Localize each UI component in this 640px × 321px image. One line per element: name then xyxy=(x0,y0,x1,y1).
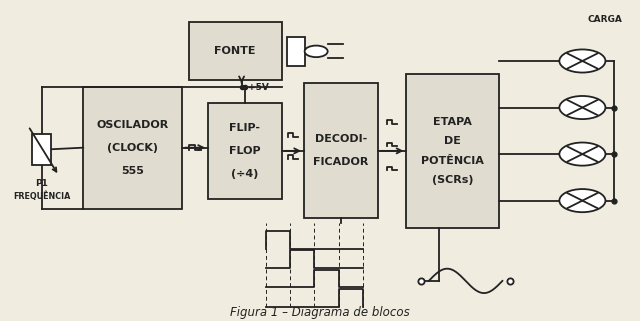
Bar xyxy=(406,74,499,228)
Circle shape xyxy=(305,46,328,57)
Circle shape xyxy=(559,143,605,166)
Text: FICADOR: FICADOR xyxy=(313,157,369,168)
Bar xyxy=(304,83,378,218)
Circle shape xyxy=(559,49,605,73)
Text: POTÊNCIA: POTÊNCIA xyxy=(421,155,484,166)
Text: 555: 555 xyxy=(122,166,144,176)
Text: DE: DE xyxy=(444,136,461,146)
Text: FLIP-: FLIP- xyxy=(229,123,260,133)
Bar xyxy=(208,103,282,199)
Text: OSCILADOR: OSCILADOR xyxy=(97,119,169,130)
Bar xyxy=(287,37,305,66)
Text: (CLOCK): (CLOCK) xyxy=(108,143,158,153)
Bar xyxy=(83,87,182,209)
Text: FONTE: FONTE xyxy=(214,46,256,56)
Text: CARGA: CARGA xyxy=(588,15,622,24)
Bar xyxy=(189,22,282,80)
Text: ETAPA: ETAPA xyxy=(433,117,472,127)
Text: (÷4): (÷4) xyxy=(231,169,259,179)
Text: Figura 1 – Diagrama de blocos: Figura 1 – Diagrama de blocos xyxy=(230,307,410,319)
Text: +5V: +5V xyxy=(248,83,269,92)
Text: DECODI-: DECODI- xyxy=(315,134,367,144)
Text: P1: P1 xyxy=(35,179,48,188)
Text: FLOP: FLOP xyxy=(229,146,260,156)
Text: (SCRs): (SCRs) xyxy=(432,175,474,185)
Circle shape xyxy=(559,189,605,212)
Circle shape xyxy=(559,96,605,119)
Text: FREQUÊNCIA: FREQUÊNCIA xyxy=(13,192,70,201)
Bar xyxy=(32,134,51,164)
